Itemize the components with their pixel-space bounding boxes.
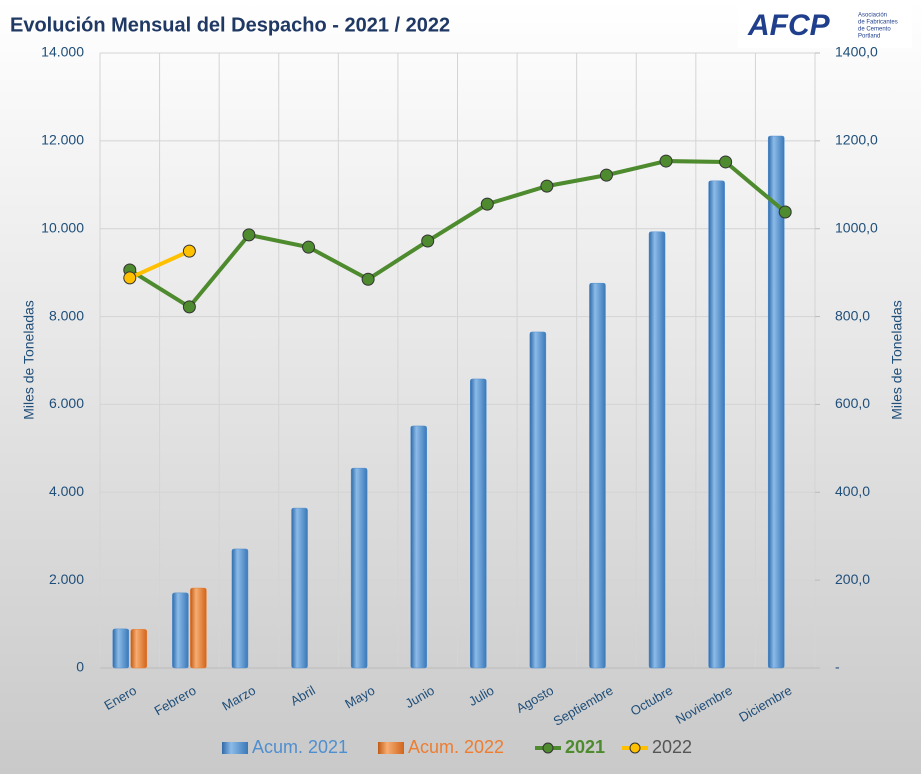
legend-swatch [629,742,641,754]
bar [767,135,785,669]
legend-swatch [378,742,404,754]
line-marker [242,228,256,242]
y2-tick-label: 600,0 [835,395,870,411]
line-marker [182,300,196,314]
bar [648,231,666,669]
line-marker [480,197,494,211]
y-tick-label: 0 [76,659,84,675]
bar [130,629,148,669]
line-marker [421,234,435,248]
logo-box [738,5,912,48]
bar [291,507,308,669]
y2-tick-label: 400,0 [835,483,870,499]
bar [112,628,130,669]
y-axis-title: Miles de Toneladas [21,300,37,420]
bar [470,378,487,669]
logo-text: Portland [858,34,880,40]
line-marker [123,271,137,285]
line-marker [599,168,613,182]
y2-tick-label: 200,0 [835,571,870,587]
bar [350,467,368,669]
logo-text: de Cemento [858,27,891,33]
bar [172,592,189,669]
y-tick-label: 6.000 [49,395,84,411]
y-tick-label: 12.000 [41,132,84,148]
y2-tick-label: - [835,659,840,675]
logo-text: de Fabricantes [858,20,898,26]
y2-tick-label: 1200,0 [835,132,878,148]
y2-tick-label: 1000,0 [835,219,878,235]
line-marker [719,155,733,169]
y2-axis-title: Miles de Toneladas [889,300,905,420]
line-marker [778,205,792,219]
y-tick-label: 14.000 [41,44,84,60]
line [128,159,787,310]
legend-label: Acum. 2021 [252,737,348,757]
line-marker [361,272,375,286]
bar [529,331,547,669]
y2-tick-label: 1400,0 [835,44,878,60]
line-marker [659,154,673,168]
legend-label: 2022 [652,737,692,757]
legend-swatch [222,742,248,754]
legend-label: Acum. 2022 [408,737,504,757]
line [128,249,191,280]
y-tick-label: 8.000 [49,307,84,323]
legend-label: 2021 [565,737,605,757]
bar [190,587,207,669]
logo-text: Asociación [858,13,887,19]
y2-tick-label: 800,0 [835,307,870,323]
logo-mark: AFCP [747,9,831,42]
y-tick-label: 10.000 [41,219,84,235]
bar [708,180,725,669]
bar [410,425,427,669]
logo: AFCP Asociación de Fabricantes de Cement… [738,5,912,48]
chart-title: Evolución Mensual del Despacho - 2021 / … [10,14,450,36]
y-tick-label: 4.000 [49,483,84,499]
bar [589,282,606,669]
bar [231,548,249,669]
line-marker [540,179,554,193]
y-tick-label: 2.000 [49,571,84,587]
line-marker [182,244,196,258]
line-marker [302,240,316,254]
legend-swatch [542,742,554,754]
